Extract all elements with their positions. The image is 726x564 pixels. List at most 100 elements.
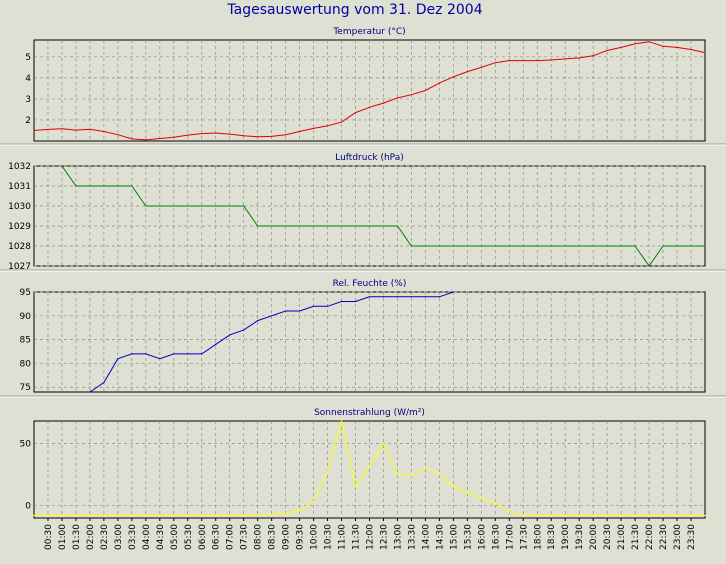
- solar-radiation-data-point: [522, 514, 524, 517]
- humidity-chart: Rel. Feuchte (%) 75 80 85 90 95: [20, 279, 706, 393]
- x-tick-label: 07:30: [240, 524, 250, 550]
- x-tick-label: 14:00: [421, 524, 431, 550]
- air-pressure-y-tick-label: 1029: [8, 222, 31, 232]
- air-pressure-data-point: [257, 225, 259, 227]
- humidity-data-point: [396, 296, 399, 298]
- x-tick-label: 02:30: [100, 524, 110, 550]
- temperature-data-point: [33, 129, 35, 132]
- solar-radiation-data-point: [494, 502, 496, 504]
- air-pressure-y-tick-label: 1027: [8, 262, 31, 272]
- x-tick-label: 19:00: [561, 524, 571, 550]
- x-tick-label: 05:00: [170, 524, 180, 550]
- x-tick-label: 06:00: [198, 524, 208, 550]
- temperature-data-point: [620, 46, 622, 48]
- solar-radiation-data-point: [173, 514, 175, 517]
- temperature-data-point: [243, 135, 245, 137]
- solar-radiation-data-point: [285, 512, 287, 514]
- humidity-data-point: [159, 358, 161, 360]
- temperature-data-point: [173, 136, 175, 138]
- temperature-data-point: [410, 94, 413, 96]
- temperature-data-point: [131, 138, 133, 140]
- x-tick-label: 01:00: [58, 524, 68, 550]
- solar-radiation-chart-title: Sonnenstrahlung (W/m²): [314, 408, 425, 418]
- solar-radiation-series-line: [34, 421, 705, 516]
- temperature-data-point: [117, 134, 119, 136]
- temperature-data-point: [89, 128, 91, 130]
- air-pressure-data-point: [89, 185, 91, 187]
- humidity-data-point: [89, 391, 91, 393]
- temperature-data-point: [634, 43, 636, 45]
- x-tick-label: 08:00: [254, 524, 264, 550]
- temperature-y-tick-label: 5: [25, 53, 31, 63]
- x-tick-label: 12:00: [366, 524, 376, 550]
- temperature-data-point: [536, 60, 538, 62]
- x-tick-label: 03:30: [128, 524, 138, 550]
- temperature-data-point: [466, 70, 468, 73]
- x-tick-label: 21:00: [617, 524, 627, 550]
- solar-radiation-data-point: [704, 514, 706, 517]
- solar-radiation-data-point: [480, 497, 482, 499]
- solar-radiation-data-point: [676, 514, 678, 517]
- solar-radiation-data-point: [438, 472, 440, 474]
- air-pressure-y-tick-label: 1030: [8, 202, 31, 212]
- humidity-data-point: [452, 291, 454, 293]
- temperature-y-tick-label: 4: [25, 74, 31, 84]
- temperature-y-tick-label: 3: [25, 95, 31, 105]
- x-tick-label: 04:30: [156, 524, 166, 550]
- air-pressure-data-point: [396, 225, 399, 227]
- humidity-data-point: [312, 305, 315, 307]
- temperature-data-point: [564, 58, 566, 60]
- solar-radiation-data-point: [592, 514, 594, 517]
- solar-radiation-data-point: [536, 514, 538, 517]
- x-tick-label: 23:30: [687, 524, 697, 550]
- humidity-series-line: [88, 292, 454, 392]
- x-tick-label: 01:30: [72, 524, 82, 550]
- temperature-data-point: [187, 134, 189, 136]
- solar-radiation-chart: Sonnenstrahlung (W/m²) 0 50: [20, 408, 706, 519]
- temperature-data-point: [606, 49, 608, 52]
- solar-radiation-data-point: [564, 514, 566, 517]
- humidity-data-point: [271, 315, 273, 317]
- temperature-data-point: [550, 59, 552, 61]
- solar-radiation-data-point: [312, 501, 315, 503]
- air-pressure-data-point: [75, 185, 77, 187]
- x-tick-label: 09:30: [296, 524, 306, 550]
- air-pressure-chart: Luftdruck (hPa) 1027 1028 1029 1030 1031 1032: [8, 153, 706, 272]
- x-tick-label: 12:30: [379, 524, 389, 550]
- humidity-data-point: [131, 353, 133, 355]
- temperature-data-point: [354, 111, 357, 114]
- solar-radiation-data-point: [648, 514, 650, 517]
- x-tick-label: 13:30: [407, 524, 417, 550]
- x-tick-label: 14:30: [435, 524, 445, 550]
- humidity-data-point: [326, 305, 329, 307]
- humidity-y-tick-label: 80: [20, 359, 32, 369]
- temperature-data-point: [312, 127, 315, 129]
- humidity-y-tick-label: 85: [20, 336, 31, 346]
- temperature-data-point: [522, 60, 524, 62]
- x-tick-label: 15:30: [463, 524, 473, 550]
- humidity-data-point: [438, 296, 440, 298]
- temperature-data-point: [61, 128, 63, 130]
- x-tick-label: 18:00: [533, 524, 543, 550]
- humidity-data-point: [340, 300, 343, 303]
- x-tick-label: 11:30: [352, 524, 362, 550]
- solar-radiation-data-point: [89, 514, 91, 517]
- air-pressure-data-point: [648, 265, 650, 267]
- x-tick-label: 16:00: [477, 524, 487, 550]
- x-tick-label: 20:00: [589, 524, 599, 550]
- humidity-data-point: [229, 334, 231, 336]
- x-tick-label: 22:00: [645, 524, 655, 550]
- humidity-y-tick-label: 75: [20, 383, 31, 393]
- air-pressure-y-tick-label: 1028: [8, 242, 31, 252]
- x-tick-label: 22:30: [659, 524, 669, 550]
- temperature-data-point: [494, 62, 496, 64]
- x-tick-label: 05:30: [184, 524, 194, 550]
- humidity-data-point: [299, 310, 301, 312]
- x-tick-label: 10:00: [310, 524, 320, 550]
- solar-radiation-data-point: [396, 473, 399, 476]
- solar-radiation-data-point: [424, 467, 427, 469]
- humidity-data-point: [187, 353, 189, 355]
- temperature-data-point: [382, 102, 385, 104]
- x-tick-label: 00:30: [44, 524, 54, 550]
- air-pressure-data-point: [634, 245, 636, 247]
